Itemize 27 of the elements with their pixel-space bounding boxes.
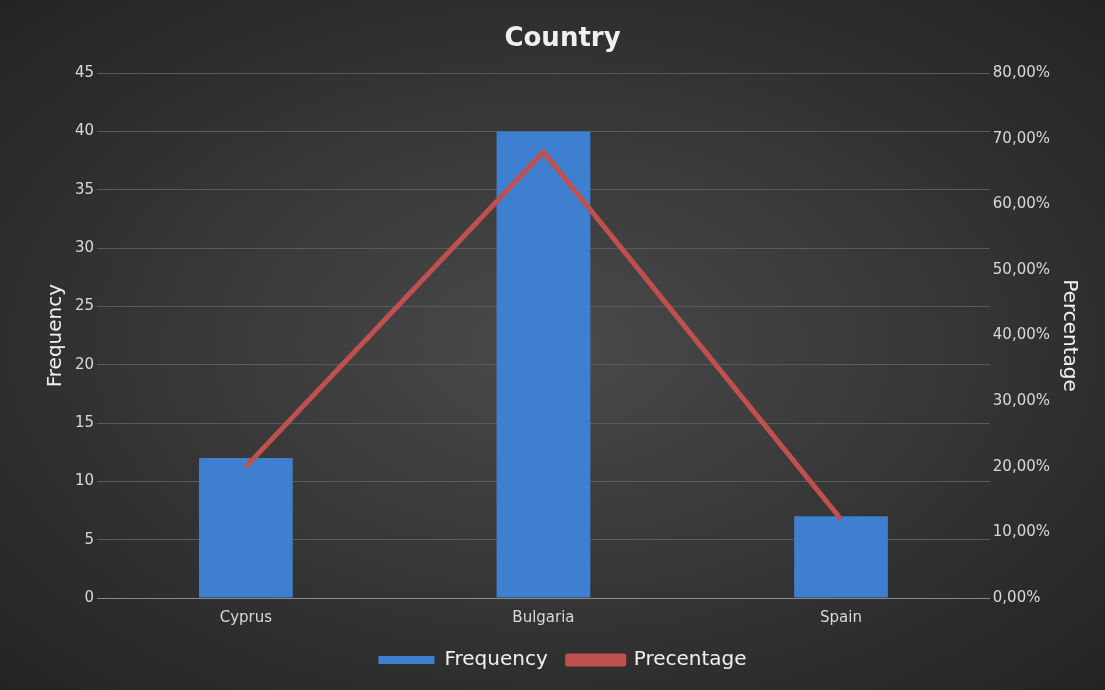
y-tick-label: 40 — [74, 121, 95, 140]
y2-tick-label: 80,00% — [992, 63, 1051, 82]
y2-tick-label: 30,00% — [992, 391, 1051, 410]
y2-tick-label: 20,00% — [992, 456, 1051, 475]
x-tick-label: Bulgaria — [512, 607, 575, 626]
y2-axis-title: Percentage — [1058, 279, 1083, 392]
y-tick-label: 0 — [84, 587, 95, 606]
x-tick-label: Cyprus — [219, 607, 273, 626]
y2-tick-label: 40,00% — [992, 325, 1051, 344]
y-tick-label: 10 — [74, 471, 95, 490]
y-tick-label: 30 — [74, 238, 95, 257]
legend-label: Frequency — [444, 646, 548, 671]
y-tick-label: 35 — [74, 179, 95, 198]
y-tick-label: 25 — [74, 296, 95, 315]
y-tick-label: 45 — [74, 63, 95, 82]
y2-tick-label: 10,00% — [992, 522, 1051, 541]
x-tick-label: Spain — [820, 607, 862, 626]
y2-tick-label: 0,00% — [992, 587, 1041, 606]
y-axis-title: Frequency — [42, 283, 67, 388]
y-tick-label: 5 — [84, 529, 95, 548]
y-tick-label: 20 — [74, 354, 95, 373]
chart-title: Country — [504, 22, 621, 53]
legend-label: Precentage — [633, 646, 747, 671]
y2-tick-label: 50,00% — [992, 259, 1051, 278]
y2-tick-label: 70,00% — [992, 128, 1051, 147]
y-tick-label: 15 — [74, 412, 95, 431]
y2-tick-label: 60,00% — [992, 194, 1051, 213]
